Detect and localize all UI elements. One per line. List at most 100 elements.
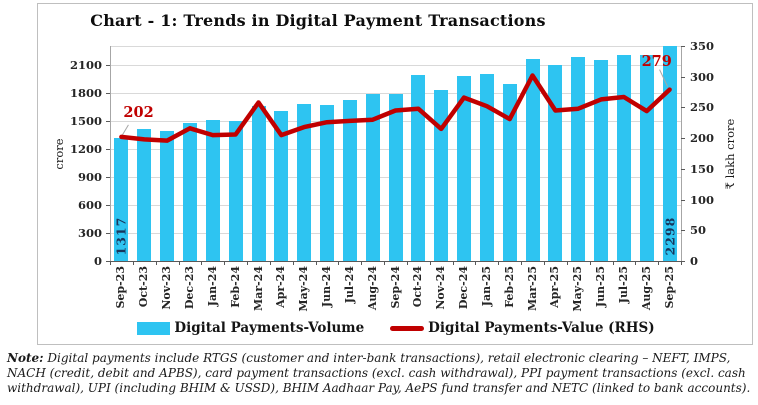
bar: [228, 120, 243, 261]
bar: [525, 58, 540, 261]
x-tick-mark: [429, 261, 431, 265]
gridline: [110, 64, 681, 66]
bar: [274, 111, 289, 261]
right-tick-label: 0: [690, 254, 699, 268]
left-tick-label: 600: [77, 197, 102, 212]
x-axis-label: Mar-25: [525, 266, 539, 311]
right-tick-mark: [681, 199, 685, 201]
bar: [388, 94, 403, 261]
x-axis-label: Oct-24: [411, 266, 425, 308]
note-text: Note: Digital payments include RTGS (cus…: [7, 351, 754, 397]
note-prefix: Note:: [7, 351, 44, 365]
left-tick-label: 2100: [69, 57, 102, 72]
plot-top-border: [110, 46, 681, 47]
left-axis-line: [110, 46, 111, 262]
x-axis-label: Aug-24: [365, 266, 379, 311]
x-axis-label: Aug-25: [639, 266, 653, 311]
right-tick-mark: [681, 261, 685, 262]
line-annotation: 279: [641, 52, 672, 70]
left-tick-mark: [106, 64, 110, 66]
legend-label-value: Digital Payments-Value (RHS): [428, 320, 655, 336]
x-axis-label: Jul-25: [616, 266, 630, 304]
left-tick-mark: [106, 176, 110, 178]
right-tick-label: 100: [690, 192, 715, 207]
right-tick-label: 350: [690, 39, 715, 53]
left-tick-label: 0: [93, 254, 102, 268]
bar: [114, 137, 129, 261]
bar: [365, 94, 380, 261]
right-tick-label: 300: [690, 69, 715, 84]
right-tick-mark: [681, 76, 685, 78]
bar: [182, 122, 197, 261]
left-tick-label: 1200: [69, 141, 102, 156]
bar: [251, 105, 266, 261]
x-tick-mark: [247, 261, 248, 265]
bar-annotation: 2298: [662, 216, 678, 256]
x-axis-line: [110, 261, 682, 262]
x-tick-mark: [361, 261, 363, 265]
bar: [479, 73, 494, 261]
x-axis-label: Nov-23: [160, 266, 174, 310]
bar: [548, 64, 563, 261]
x-tick-mark: [178, 261, 180, 265]
right-axis-line: [681, 46, 682, 262]
bar: [434, 90, 449, 261]
annotation-202-leader-line: [121, 124, 129, 136]
legend: Digital Payments-Volume Digital Payments…: [38, 320, 754, 336]
left-tick-mark: [106, 92, 110, 94]
x-axis-label: Jun-24: [320, 266, 333, 308]
x-axis-label: Apr-25: [548, 266, 562, 308]
x-axis-label: Feb-24: [228, 266, 242, 308]
right-tick-mark: [681, 46, 685, 47]
x-axis-label: Dec-23: [182, 266, 196, 310]
x-tick-mark: [612, 261, 614, 265]
right-tick-label: 150: [690, 161, 715, 176]
x-tick-mark: [201, 261, 203, 265]
x-tick-mark: [452, 261, 454, 265]
bar: [594, 59, 609, 261]
x-tick-mark: [269, 261, 271, 265]
right-tick-mark: [681, 107, 685, 109]
x-axis-label: Dec-24: [457, 266, 470, 310]
x-tick-mark: [292, 261, 294, 265]
legend-label-volume: Digital Payments-Volume: [174, 320, 365, 336]
x-axis-label: Oct-23: [137, 266, 151, 308]
bar-annotation: 1317: [113, 216, 129, 256]
left-tick-label: 1500: [69, 113, 102, 128]
bar: [616, 55, 631, 261]
value-line-swatch-icon: [390, 325, 425, 331]
bar: [342, 99, 357, 262]
x-tick-mark: [658, 261, 660, 265]
x-tick-mark: [521, 261, 523, 265]
bar: [205, 120, 220, 261]
x-axis-label: Jul-24: [342, 266, 356, 304]
bar: [502, 83, 517, 261]
x-tick-mark: [338, 261, 340, 265]
x-axis-label: Jun-25: [594, 266, 608, 308]
x-tick-mark: [589, 261, 591, 265]
right-tick-label: 200: [690, 131, 715, 146]
x-tick-mark: [498, 261, 500, 265]
x-tick-mark: [406, 261, 408, 265]
x-axis-label: May-24: [297, 266, 311, 312]
x-axis-label: Jan-24: [205, 266, 219, 307]
x-axis-label: May-25: [571, 266, 585, 312]
legend-item-volume: Digital Payments-Volume: [137, 320, 364, 336]
right-tick-mark: [681, 138, 685, 140]
bar: [639, 55, 654, 261]
x-tick-mark: [635, 261, 637, 265]
right-tick-label: 250: [690, 100, 715, 115]
x-tick-mark: [224, 261, 226, 265]
bar: [160, 130, 175, 261]
bar: [571, 56, 586, 262]
x-axis-label: Nov-24: [434, 266, 448, 310]
x-axis-label: Apr-24: [274, 266, 288, 308]
legend-item-value: Digital Payments-Value (RHS): [390, 320, 655, 336]
left-tick-label: 300: [77, 226, 102, 240]
right-tick-label: 50: [690, 223, 707, 238]
left-axis-title: crore: [52, 138, 66, 170]
chart-title: Chart - 1: Trends in Digital Payment Tra…: [90, 11, 546, 30]
right-tick-mark: [681, 230, 685, 232]
left-tick-mark: [106, 120, 110, 122]
